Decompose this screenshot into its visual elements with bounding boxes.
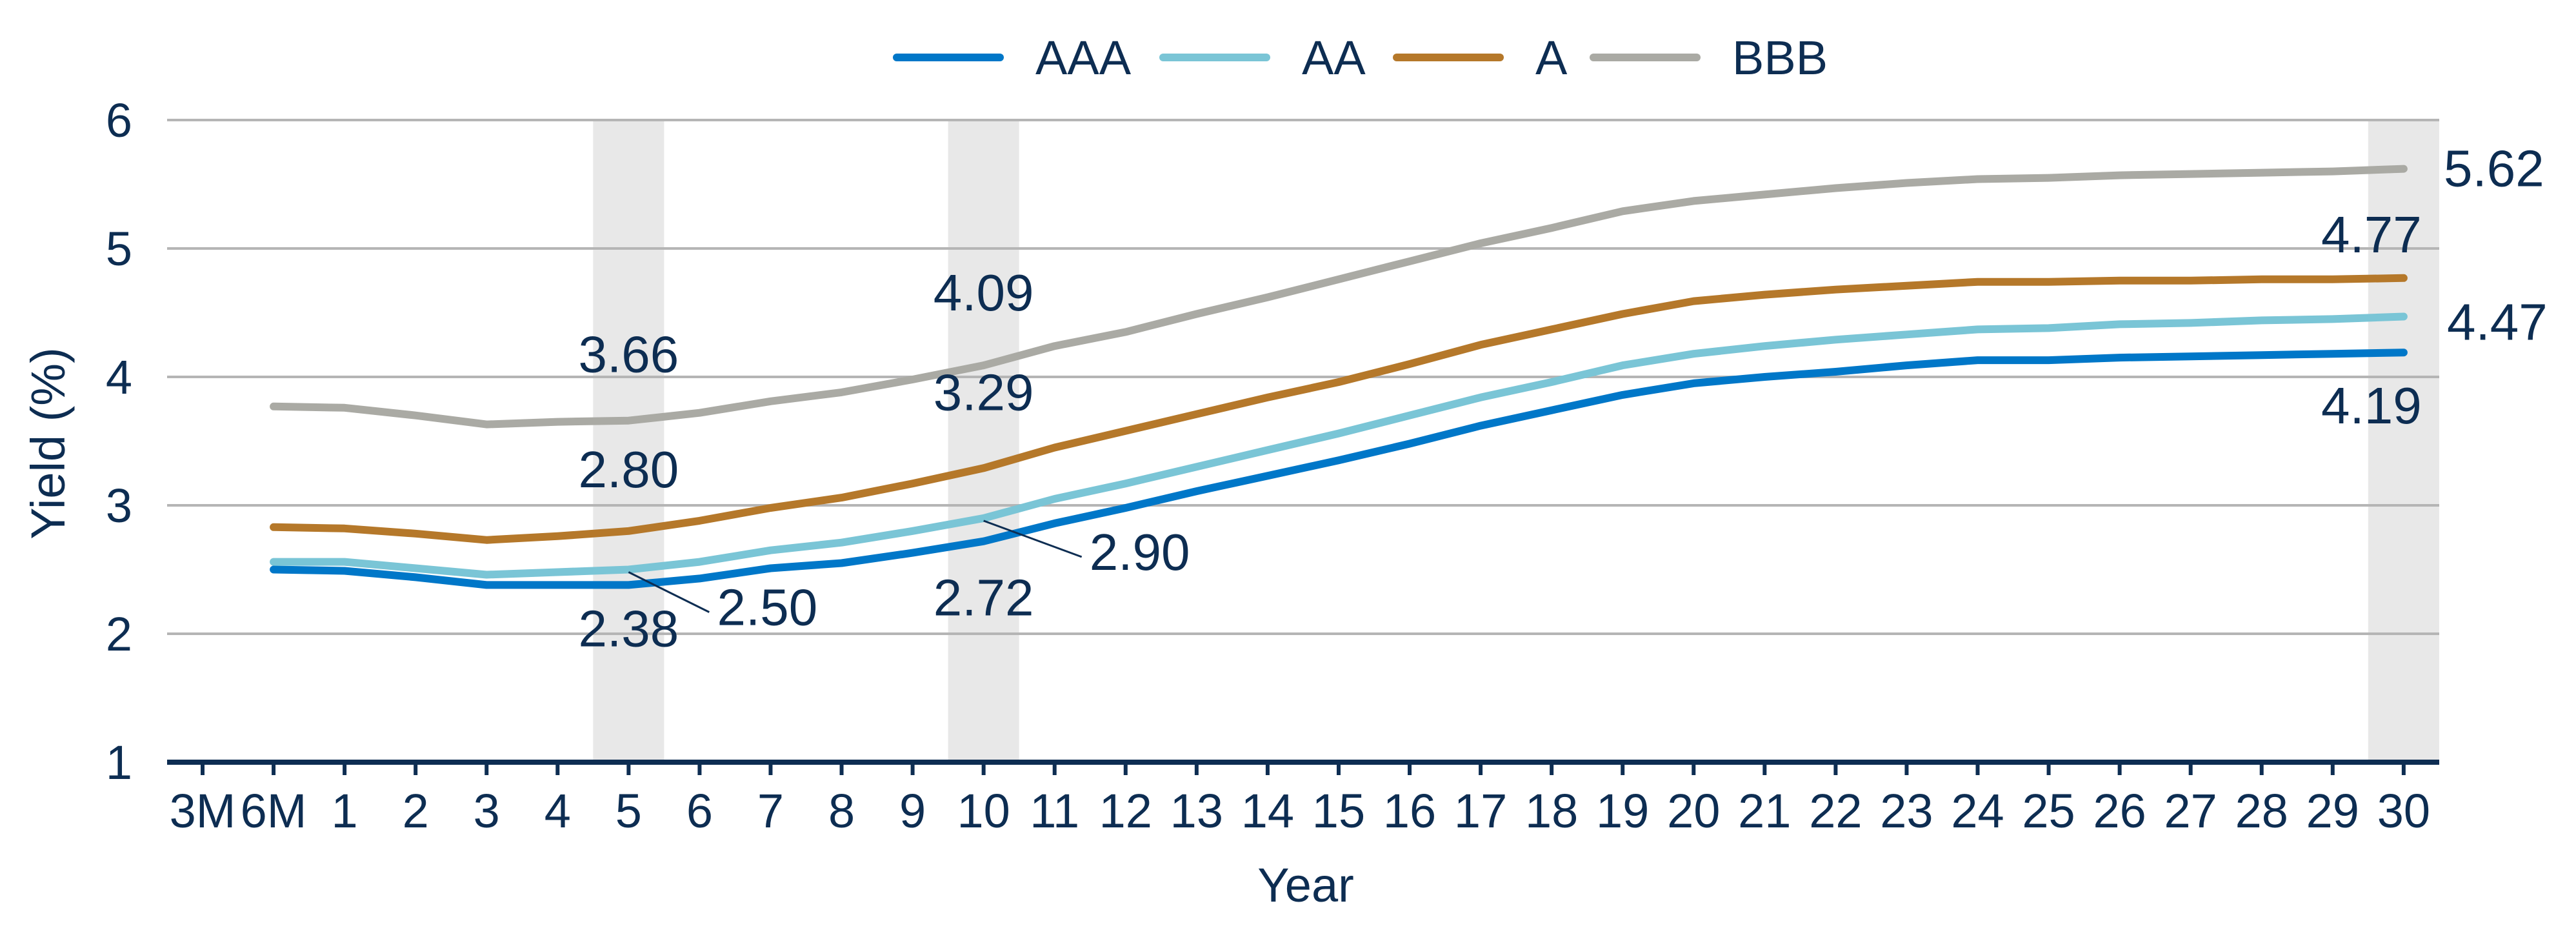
data-label-bbb-10: 4.09: [934, 264, 1034, 321]
series-lines: [270, 165, 2408, 589]
x-tick-label: 30: [2377, 784, 2430, 838]
x-tick-label: 13: [1170, 784, 1223, 838]
x-tick-label: 10: [957, 784, 1010, 838]
highlight-band-5: [593, 120, 664, 762]
legend-label-aaa: AAA: [1035, 31, 1132, 85]
y-tick-label: 4: [106, 350, 132, 404]
data-label-aaa-5: 2.38: [579, 600, 679, 657]
x-tick-label: 18: [1525, 784, 1578, 838]
x-tick-label: 1: [332, 784, 358, 838]
x-tick-label: 7: [757, 784, 784, 838]
legend-label-aa: AA: [1302, 31, 1366, 85]
x-tick-label: 28: [2235, 784, 2288, 838]
x-tick-label: 24: [1951, 784, 2004, 838]
gridlines: [167, 119, 2439, 635]
x-tick-label: 15: [1312, 784, 1365, 838]
x-axis-title: Year: [1257, 858, 1354, 912]
x-tick-label: 8: [828, 784, 855, 838]
x-tick-label: 14: [1241, 784, 1294, 838]
x-tick-label: 11: [1030, 784, 1079, 838]
y-tick-label: 6: [106, 94, 132, 147]
x-tick-label: 3M: [170, 784, 236, 838]
x-tick-label: 20: [1667, 784, 1720, 838]
x-tick-label: 3: [474, 784, 500, 838]
leader-line: [628, 571, 710, 613]
x-tick-label: 16: [1383, 784, 1436, 838]
data-label-aa-5: 2.50: [717, 579, 818, 636]
legend: AAA AA A BBB: [893, 31, 1828, 85]
x-tick-label: 5: [615, 784, 642, 838]
x-tick-label: 29: [2306, 784, 2359, 838]
x-tick-label: 26: [2093, 784, 2146, 838]
data-label-aa-30: 4.47: [2447, 293, 2548, 350]
data-label-bbb-30: 5.62: [2444, 140, 2544, 197]
x-tick-label: 6M: [241, 784, 307, 838]
x-tick-label: 27: [2164, 784, 2217, 838]
legend-label-a: A: [1535, 31, 1568, 85]
x-tick-label: 12: [1099, 784, 1152, 838]
x-tick-label: 6: [686, 784, 713, 838]
series-line-a: [270, 274, 2408, 544]
x-tick-label: 9: [899, 784, 926, 838]
series-line-aa: [270, 312, 2408, 579]
data-label-a-10: 3.29: [934, 363, 1034, 421]
y-tick-label: 1: [106, 736, 132, 789]
data-label-bbb-5: 3.66: [579, 326, 679, 383]
x-tick-label: 23: [1880, 784, 1933, 838]
x-tick-label: 22: [1809, 784, 1862, 838]
data-label-aa-10: 2.90: [1090, 523, 1190, 581]
y-tick-label: 5: [106, 222, 132, 276]
data-label-aaa-10: 2.72: [934, 569, 1034, 627]
y-tick-label: 2: [106, 607, 132, 661]
x-tick-label: 4: [544, 784, 571, 838]
data-label-aaa-30: 4.19: [2321, 377, 2422, 434]
data-labels: 3.66 2.80 2.38 2.50 4.09 3.29 2.72 2.90 5.62 4.77…: [579, 140, 2548, 658]
data-label-a-30: 4.77: [2321, 206, 2422, 263]
y-axis-title: Yield (%): [21, 347, 75, 539]
highlight-band-10: [948, 120, 1019, 762]
y-tick-label: 3: [106, 479, 132, 532]
series-line-bbb: [270, 165, 2408, 429]
legend-label-bbb: BBB: [1732, 31, 1828, 85]
data-label-a-5: 2.80: [579, 441, 679, 498]
leader-line: [983, 520, 1083, 558]
x-tick-label: 19: [1596, 784, 1649, 838]
x-tick-label: 2: [403, 784, 429, 838]
x-tick-label: 21: [1738, 784, 1791, 838]
highlight-band-30: [2368, 120, 2439, 762]
series-line-aaa: [270, 349, 2408, 589]
highlight-bands: [593, 120, 2439, 762]
x-tick-label: 17: [1454, 784, 1507, 838]
x-tick-label: 25: [2022, 784, 2075, 838]
